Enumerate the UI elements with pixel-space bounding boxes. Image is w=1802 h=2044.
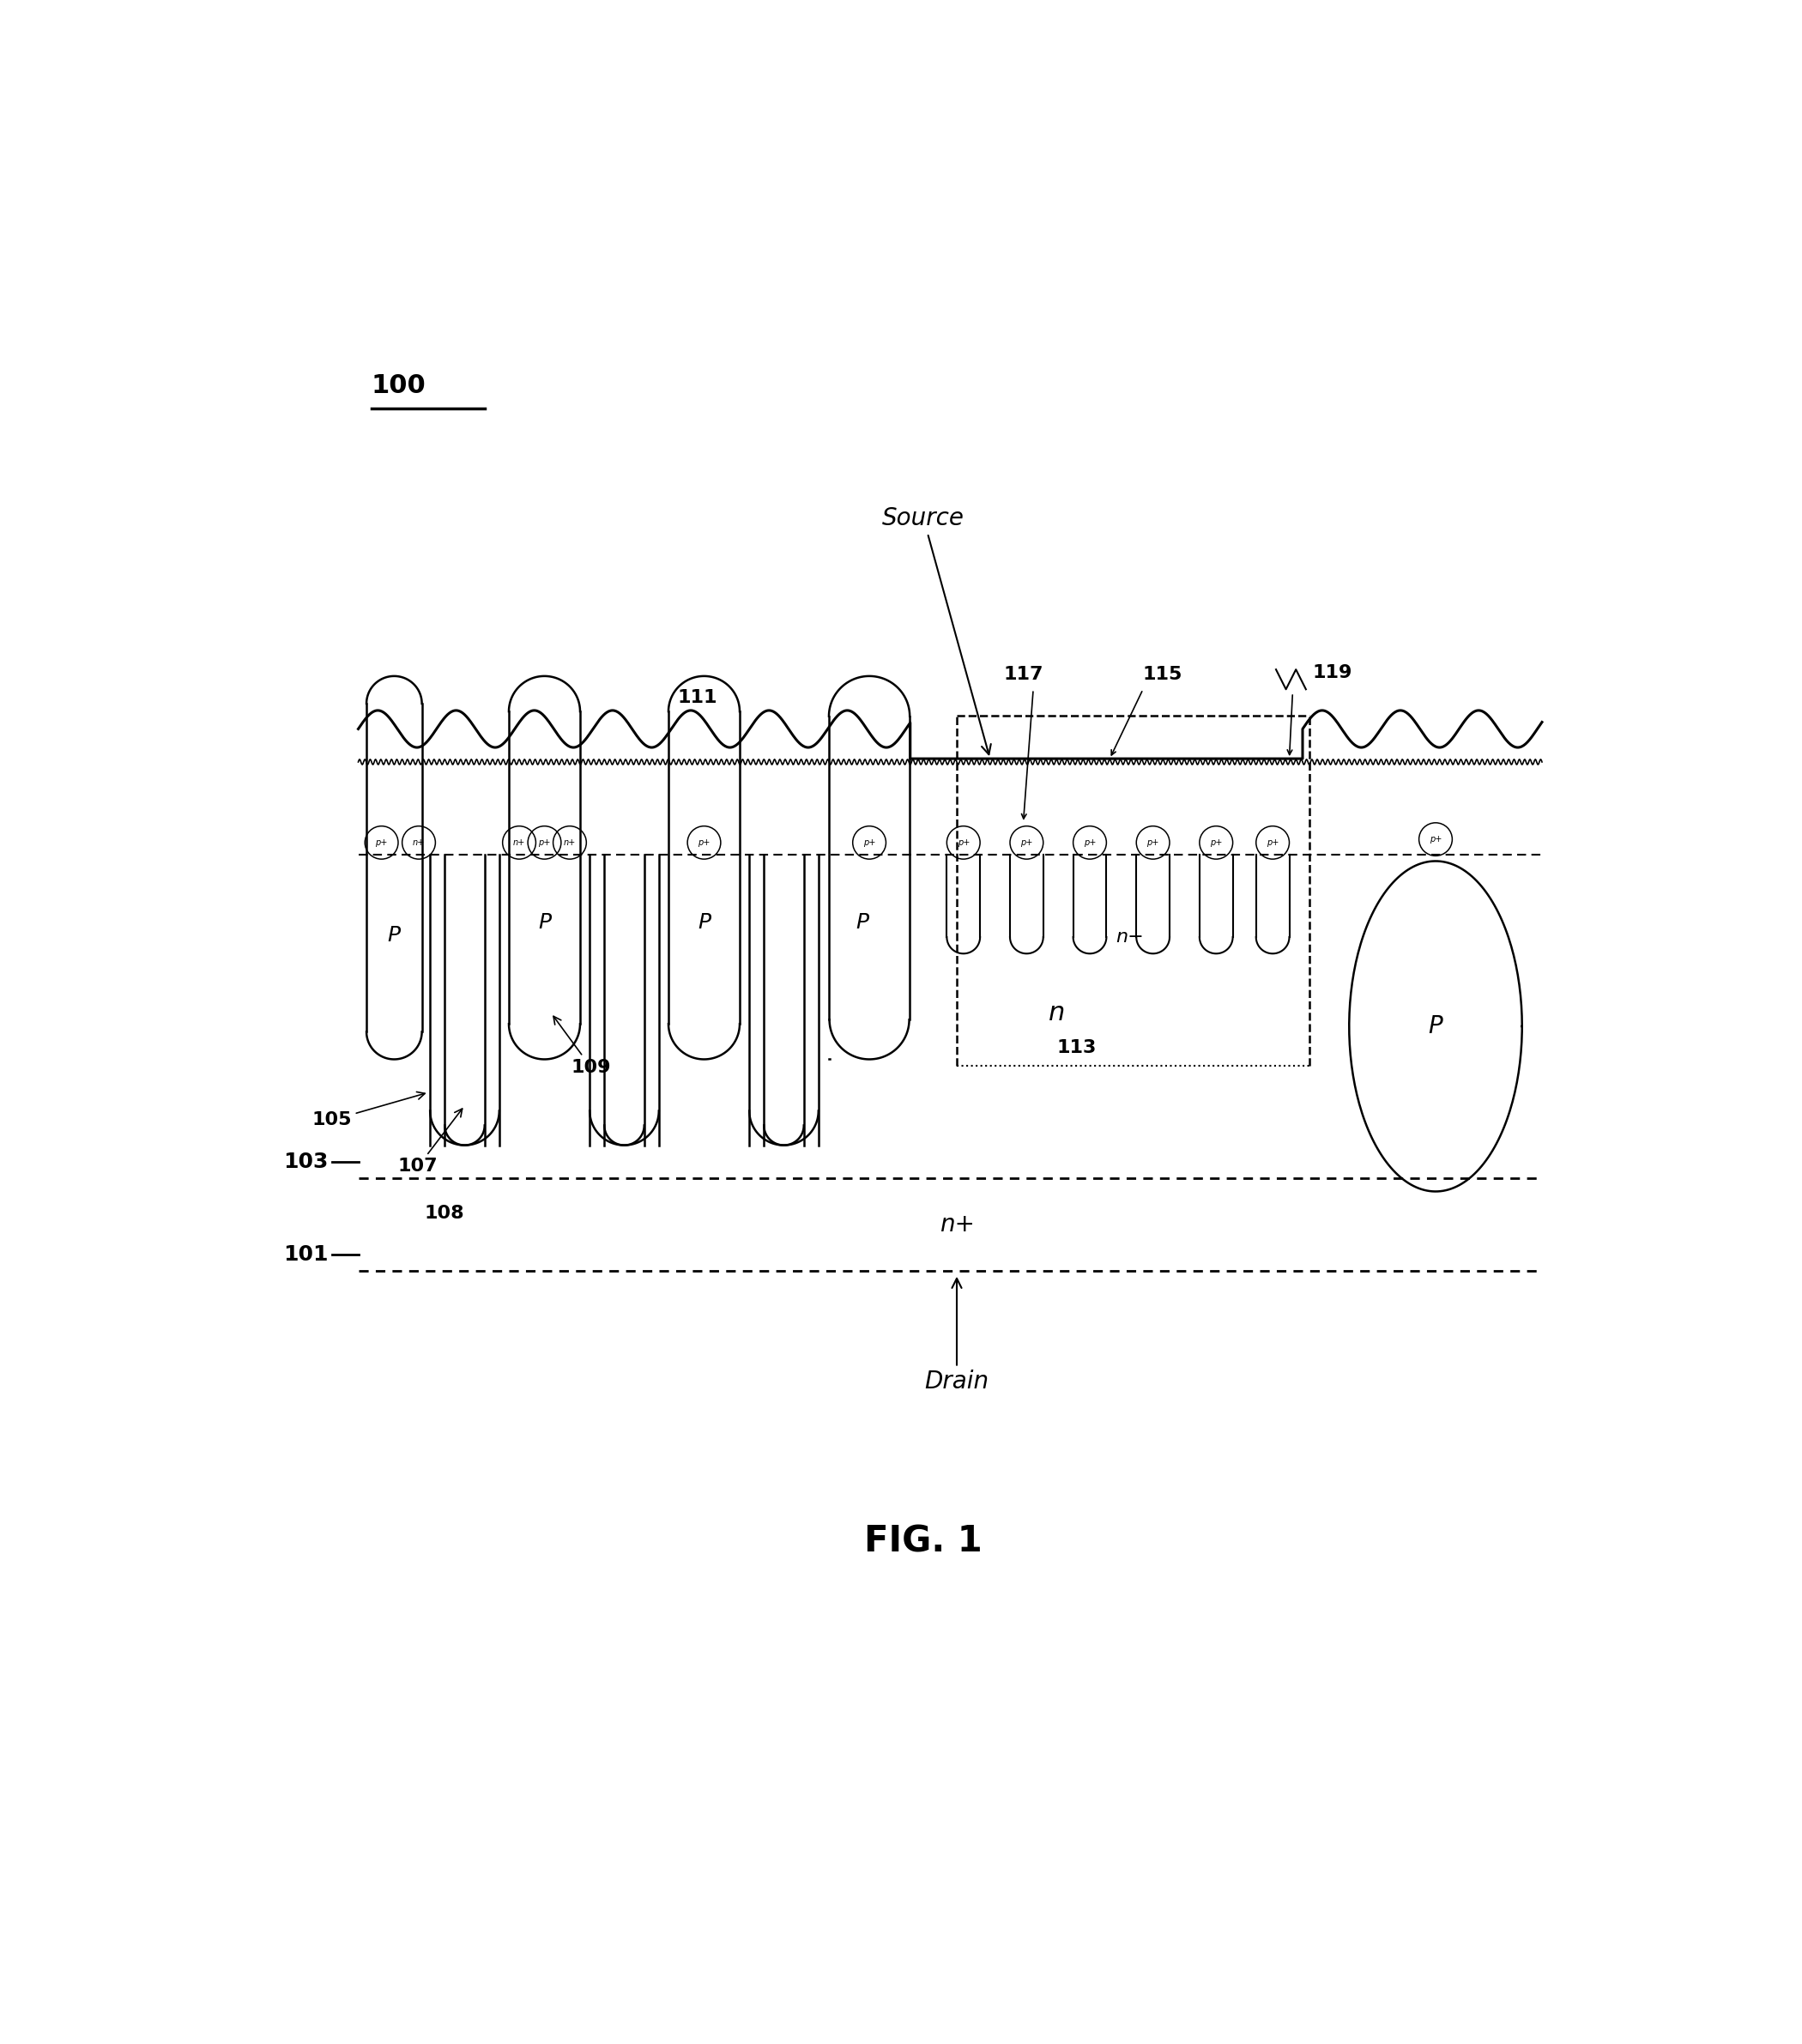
- Text: 105: 105: [312, 1091, 425, 1128]
- Text: p+: p+: [1020, 838, 1033, 846]
- Text: 103: 103: [283, 1151, 328, 1171]
- Text: 107: 107: [398, 1108, 463, 1175]
- Text: Drain: Drain: [924, 1278, 989, 1394]
- Text: P: P: [387, 926, 400, 946]
- Text: p+: p+: [1267, 838, 1279, 846]
- Text: n: n: [1049, 1002, 1065, 1026]
- Text: 100: 100: [371, 374, 427, 399]
- Text: p+: p+: [1083, 838, 1096, 846]
- Text: p+: p+: [697, 838, 710, 846]
- Text: P: P: [539, 912, 551, 932]
- Text: 115: 115: [1142, 666, 1182, 683]
- Text: n+: n+: [564, 838, 577, 846]
- Text: p+: p+: [1146, 838, 1159, 846]
- Text: Source: Source: [883, 507, 991, 754]
- Text: 109: 109: [553, 1016, 611, 1075]
- Text: P: P: [697, 912, 710, 932]
- Text: P: P: [1429, 1014, 1443, 1038]
- Text: FIG. 1: FIG. 1: [865, 1523, 982, 1560]
- Text: P: P: [856, 912, 869, 932]
- Text: n−: n−: [1115, 928, 1144, 946]
- Text: p+: p+: [375, 838, 387, 846]
- Text: 119: 119: [1312, 664, 1352, 681]
- Text: p+: p+: [1209, 838, 1222, 846]
- Text: 101: 101: [283, 1245, 328, 1265]
- Text: p+: p+: [863, 838, 876, 846]
- Text: n+: n+: [413, 838, 425, 846]
- Text: 113: 113: [1056, 1040, 1096, 1057]
- Text: p+: p+: [957, 838, 969, 846]
- Text: p+: p+: [539, 838, 551, 846]
- Text: n+: n+: [939, 1212, 975, 1237]
- Text: 108: 108: [425, 1204, 465, 1222]
- Text: 117: 117: [1004, 666, 1043, 683]
- Text: n+: n+: [514, 838, 526, 846]
- Text: 111: 111: [678, 689, 717, 705]
- Text: p+: p+: [1429, 836, 1442, 844]
